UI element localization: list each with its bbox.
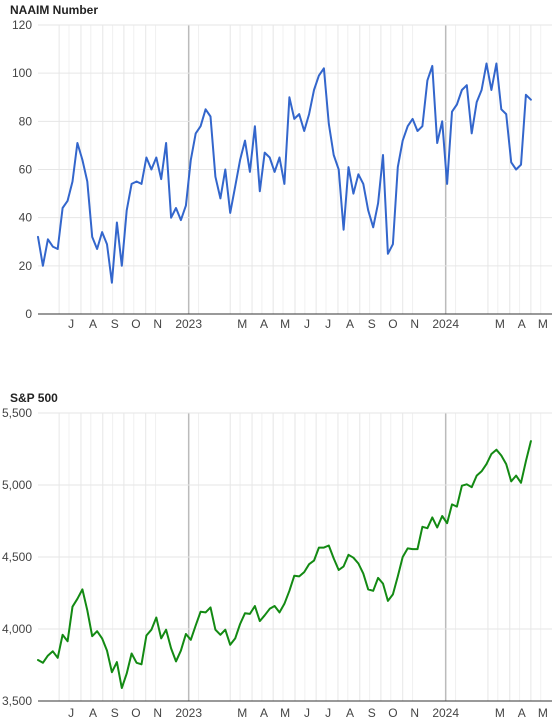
naaim-series-line — [37, 62, 532, 284]
sp500-y-tick-label: 4,000 — [2, 622, 32, 636]
naaim-y-tick-label: 80 — [19, 114, 33, 128]
naaim-chart-title: NAAIM Number — [10, 3, 98, 17]
sp500-x-tick-label: M — [237, 706, 247, 720]
naaim-y-tick-label: 60 — [19, 163, 33, 177]
sp500-x-tick-label: J — [304, 706, 310, 720]
sp500-x-tick-label: S — [368, 706, 376, 720]
sp500-y-tick-label: 3,500 — [2, 694, 32, 708]
sp500-x-tick-label: O — [388, 706, 397, 720]
naaim-y-tick-label: 120 — [12, 18, 32, 32]
sp500-x-tick-label: N — [153, 706, 162, 720]
naaim-x-tick-label: N — [153, 317, 162, 331]
sp500-y-tick-label: 4,500 — [2, 550, 32, 564]
naaim-y-tick-label: 0 — [25, 307, 32, 321]
naaim-x-tick-label: J — [325, 317, 331, 331]
sp500-x-tick-label: A — [89, 706, 97, 720]
sp500-x-tick-label: M — [538, 706, 548, 720]
sp500-y-tick-label: 5,000 — [2, 478, 32, 492]
sp500-chart-title: S&P 500 — [10, 391, 58, 405]
sp500-x-tick-label: J — [325, 706, 331, 720]
naaim-x-tick-label: S — [111, 317, 119, 331]
sp500-x-tick-label: J — [68, 706, 74, 720]
naaim-x-tick-label: 2023 — [175, 317, 202, 331]
naaim-x-tick-label: S — [368, 317, 376, 331]
sp500-x-tick-label: S — [111, 706, 119, 720]
naaim-y-tick-label: 40 — [19, 211, 33, 225]
naaim-x-tick-label: N — [410, 317, 419, 331]
sp500-x-tick-label: A — [346, 706, 354, 720]
naaim-x-tick-label: A — [346, 317, 354, 331]
sp500-x-tick-label: 2024 — [432, 706, 459, 720]
naaim-x-tick-label: J — [68, 317, 74, 331]
naaim-x-tick-label: A — [518, 317, 526, 331]
naaim-x-tick-label: O — [131, 317, 140, 331]
sp500-series-line — [37, 440, 532, 689]
sp500-x-tick-label: 2023 — [175, 706, 202, 720]
sp500-x-tick-label: O — [131, 706, 140, 720]
naaim-x-tick-label: M — [495, 317, 505, 331]
naaim-x-tick-label: M — [237, 317, 247, 331]
naaim-x-tick-label: A — [260, 317, 268, 331]
naaim-x-tick-label: A — [89, 317, 97, 331]
sp500-y-tick-label: 5,500 — [2, 406, 32, 420]
sp500-x-tick-label: M — [495, 706, 505, 720]
naaim-x-tick-label: M — [538, 317, 548, 331]
sp500-x-tick-label: A — [260, 706, 268, 720]
naaim-y-tick-label: 20 — [19, 259, 33, 273]
naaim-x-tick-label: O — [388, 317, 397, 331]
sp500-x-tick-label: M — [280, 706, 290, 720]
sp500-x-tick-label: N — [410, 706, 419, 720]
naaim-x-tick-label: 2024 — [432, 317, 459, 331]
naaim-y-tick-label: 100 — [12, 66, 32, 80]
naaim-x-tick-label: M — [280, 317, 290, 331]
sp500-x-tick-label: A — [518, 706, 526, 720]
naaim-x-tick-label: J — [304, 317, 310, 331]
